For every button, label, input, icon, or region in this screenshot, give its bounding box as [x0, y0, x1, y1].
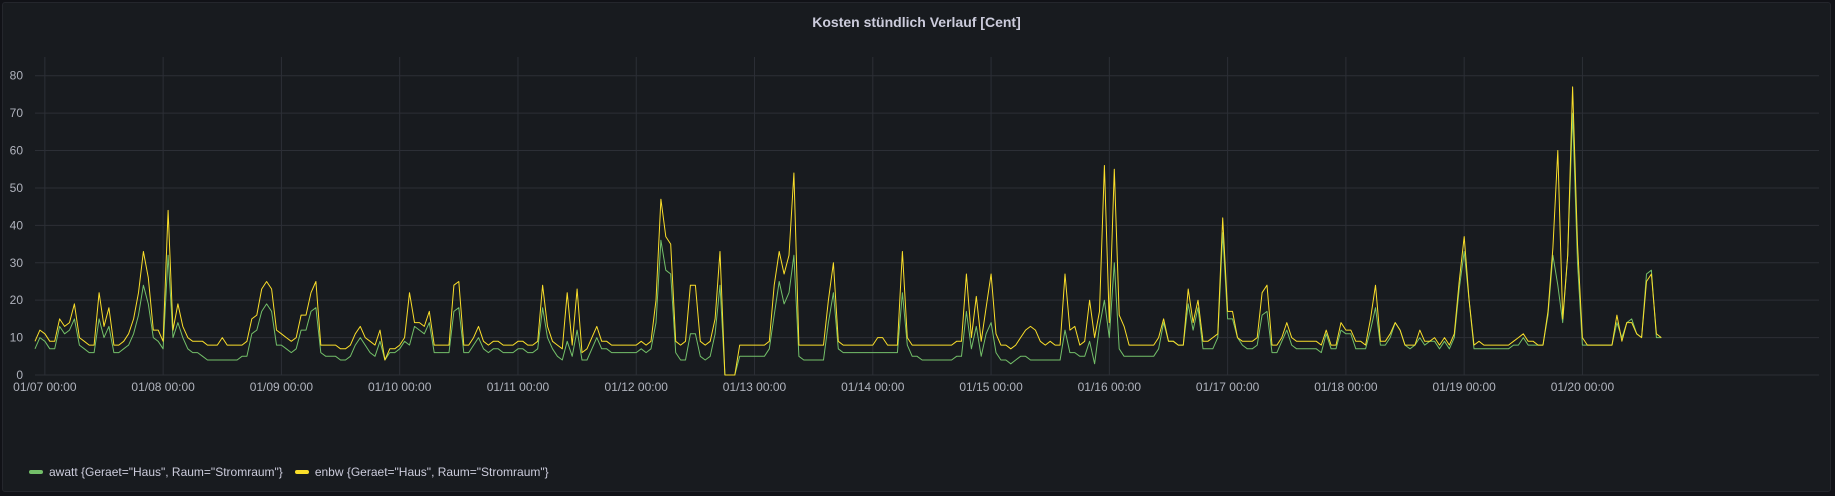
time-series-chart[interactable]: 0 10 20 30 40 50 60 70 80 01/07 00:00 01/08 00:00… — [3, 3, 1830, 491]
legend-swatch-enbw — [294, 470, 309, 474]
x-tick-label: 01/16 00:00 — [1078, 380, 1142, 394]
y-tick-label: 50 — [10, 181, 24, 195]
x-tick-label: 01/07 00:00 — [13, 380, 77, 394]
legend-label-enbw: enbw {Geraet="Haus", Raum="Stromraum"} — [314, 465, 549, 479]
legend-label-awatt: awatt {Geraet="Haus", Raum="Stromraum"} — [49, 465, 283, 479]
y-tick-label: 30 — [10, 256, 24, 270]
x-tick-label: 01/14 00:00 — [841, 380, 905, 394]
legend-swatch-awatt — [29, 470, 43, 474]
x-tick-label: 01/08 00:00 — [131, 380, 195, 394]
x-tick-label: 01/20 00:00 — [1551, 380, 1615, 394]
y-tick-label: 70 — [10, 106, 24, 120]
x-axis: 01/07 00:00 01/08 00:00 01/09 00:00 01/10 0… — [13, 380, 1614, 394]
x-tick-label: 01/17 00:00 — [1196, 380, 1260, 394]
x-tick-label: 01/10 00:00 — [368, 380, 432, 394]
panel-title: Kosten stündlich Verlauf [Cent] — [812, 14, 1021, 30]
x-tick-label: 01/13 00:00 — [723, 380, 787, 394]
legend: awatt {Geraet="Haus", Raum="Stromraum"} … — [29, 465, 549, 479]
x-tick-label: 01/18 00:00 — [1314, 380, 1378, 394]
series-line-enbw — [34, 86, 1662, 376]
legend-item-enbw[interactable]: enbw {Geraet="Haus", Raum="Stromraum"} — [294, 465, 549, 479]
y-tick-label: 20 — [10, 293, 24, 307]
series-lines — [34, 86, 1662, 376]
y-tick-label: 60 — [10, 144, 24, 158]
x-tick-label: 01/19 00:00 — [1432, 380, 1496, 394]
legend-item-awatt[interactable]: awatt {Geraet="Haus", Raum="Stromraum"} — [29, 465, 283, 479]
x-tick-label: 01/15 00:00 — [959, 380, 1023, 394]
x-tick-label: 01/09 00:00 — [250, 380, 314, 394]
grid — [35, 57, 1819, 376]
y-tick-label: 40 — [10, 218, 24, 232]
y-tick-label: 0 — [16, 368, 23, 382]
series-line-awatt — [34, 112, 1662, 376]
y-tick-label: 10 — [10, 331, 24, 345]
x-tick-label: 01/12 00:00 — [605, 380, 669, 394]
y-axis: 0 10 20 30 40 50 60 70 80 — [10, 69, 24, 382]
y-tick-label: 80 — [10, 69, 24, 83]
x-tick-label: 01/11 00:00 — [487, 380, 550, 394]
